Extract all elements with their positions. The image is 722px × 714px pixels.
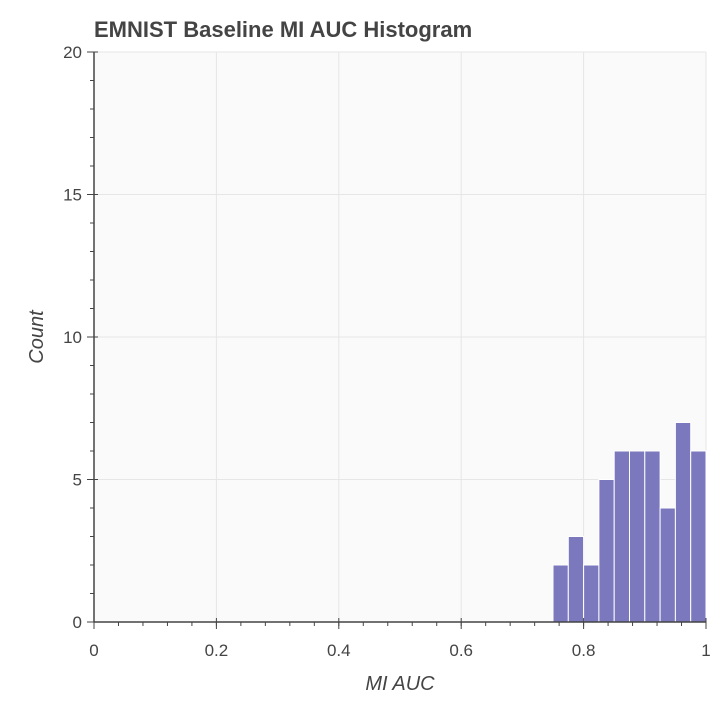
- y-tick-label: 5: [73, 471, 82, 490]
- x-tick-label: 0.2: [205, 641, 229, 660]
- histogram-bar: [690, 450, 707, 623]
- histogram-bar: [583, 564, 600, 623]
- histogram-bar: [613, 450, 631, 623]
- histogram-bar: [674, 422, 692, 623]
- y-tick-label: 20: [63, 43, 82, 62]
- x-tick-label: 0: [89, 641, 98, 660]
- histogram-bar: [552, 564, 569, 623]
- x-tick-label: 0.8: [572, 641, 596, 660]
- histogram-bar: [659, 507, 676, 623]
- chart-title: EMNIST Baseline MI AUC Histogram: [94, 17, 472, 42]
- x-tick-label: 0.6: [449, 641, 473, 660]
- histogram-bar: [644, 450, 661, 623]
- x-tick-label: 0.4: [327, 641, 351, 660]
- y-tick-label: 0: [73, 613, 82, 632]
- y-tick-label: 15: [63, 186, 82, 205]
- histogram-bar: [567, 536, 585, 623]
- gridlines: [94, 51, 707, 622]
- histogram-bar: [629, 450, 646, 623]
- histogram-bar: [598, 479, 615, 623]
- y-tick-label: 10: [63, 328, 82, 347]
- axes: [87, 51, 707, 629]
- x-axis-label: MI AUC: [365, 673, 435, 695]
- y-axis-label: Count: [26, 309, 48, 364]
- x-tick-label: 1: [701, 641, 710, 660]
